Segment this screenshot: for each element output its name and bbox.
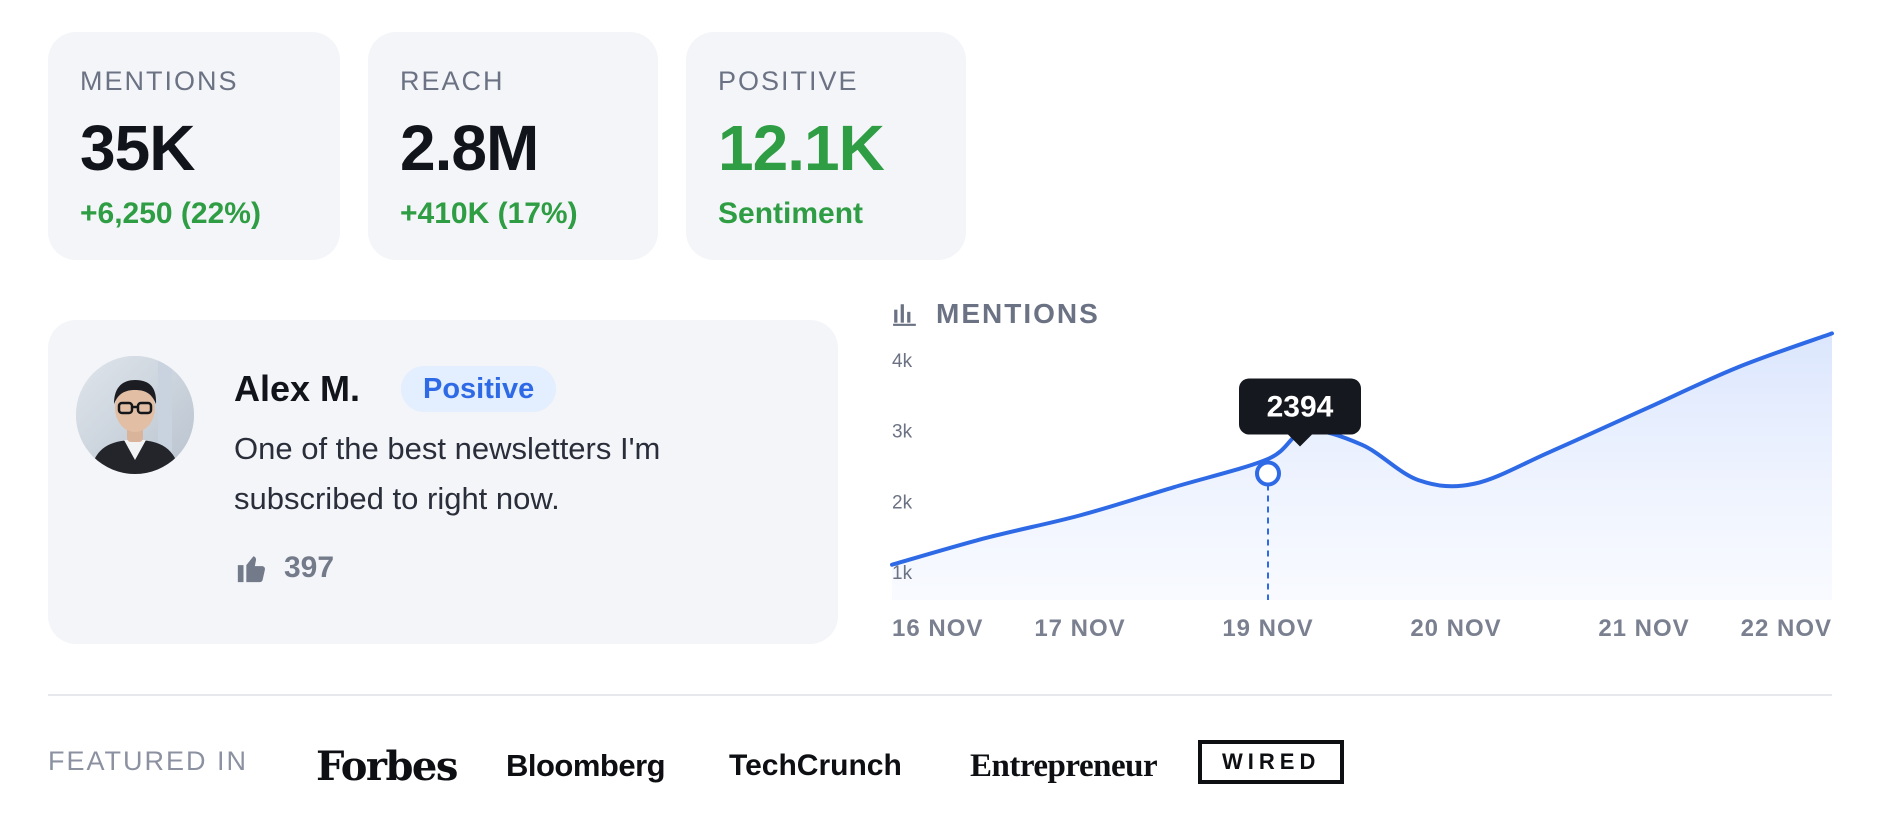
logo-bloomberg: Bloomberg	[506, 748, 666, 783]
stat-label: POSITIVE	[718, 66, 859, 96]
y-tick-label: 2k	[892, 492, 913, 513]
chart-title: MENTIONS	[936, 298, 1100, 329]
sentiment-badge: Positive	[401, 366, 557, 412]
stat-card-reach: REACH 2.8M +410K (17%)	[368, 32, 658, 260]
x-tick-label: 16 NOV	[892, 615, 983, 642]
stat-change: +6,250 (22%)	[80, 197, 261, 230]
stat-label: REACH	[400, 66, 505, 96]
avatar	[76, 356, 194, 474]
reviewer-name: Alex M.	[234, 368, 361, 409]
x-tick-label: 20 NOV	[1410, 615, 1501, 642]
stat-change: +410K (17%)	[400, 197, 578, 230]
logo-forbes: Forbes	[316, 742, 458, 790]
x-tick-label: 22 NOV	[1741, 615, 1832, 642]
review-card: Alex M. Positive One of the best newslet…	[48, 320, 838, 644]
stat-value: 2.8M	[400, 112, 539, 184]
y-tick-label: 3k	[892, 422, 913, 443]
logo-techcrunch: TechCrunch	[729, 749, 902, 782]
stat-value: 12.1K	[718, 112, 885, 184]
likes[interactable]: 397	[234, 548, 334, 588]
stat-label: MENTIONS	[80, 66, 239, 96]
tooltip-value: 2394	[1267, 390, 1334, 423]
stat-card-mentions: MENTIONS 35K +6,250 (22%)	[48, 32, 340, 260]
logo-wired: WIRED	[1198, 740, 1345, 784]
bar-chart-icon	[893, 304, 916, 326]
stat-card-positive: POSITIVE 12.1K Sentiment	[686, 32, 966, 260]
chart-header: MENTIONS	[892, 298, 1100, 330]
series-area	[892, 333, 1832, 600]
x-tick-label: 19 NOV	[1222, 615, 1313, 642]
highlight-point	[1255, 460, 1281, 487]
tooltip-box	[1239, 378, 1361, 435]
featured-label: FEATURED IN	[48, 746, 249, 776]
divider	[48, 694, 1832, 696]
y-tick-label: 1k	[892, 563, 913, 584]
x-tick-label: 21 NOV	[1598, 615, 1689, 642]
likes-count: 397	[284, 551, 335, 584]
tooltip-arrow	[1288, 434, 1312, 447]
stat-value: 35K	[80, 112, 195, 184]
y-tick-label: 4k	[892, 351, 913, 372]
chart-plot: 4k 3k 2k 1k 16 NOV 17 NOV 19 NOV 20 NOV 21 NOV 22…	[890, 331, 1834, 642]
mentions-chart: MENTIONS 4k 3k 2k 1k 16 NOV 17 NOV 19 NOV 20 NO…	[880, 292, 1840, 652]
logo-entrepreneur: Entrepreneur	[970, 747, 1158, 784]
stat-sentiment: Sentiment	[718, 197, 864, 230]
review-text: One of the best newsletters I'm subscrib…	[234, 431, 661, 516]
series-line	[890, 331, 1834, 567]
x-tick-label: 17 NOV	[1034, 615, 1125, 642]
thumbs-up-icon	[237, 556, 265, 583]
